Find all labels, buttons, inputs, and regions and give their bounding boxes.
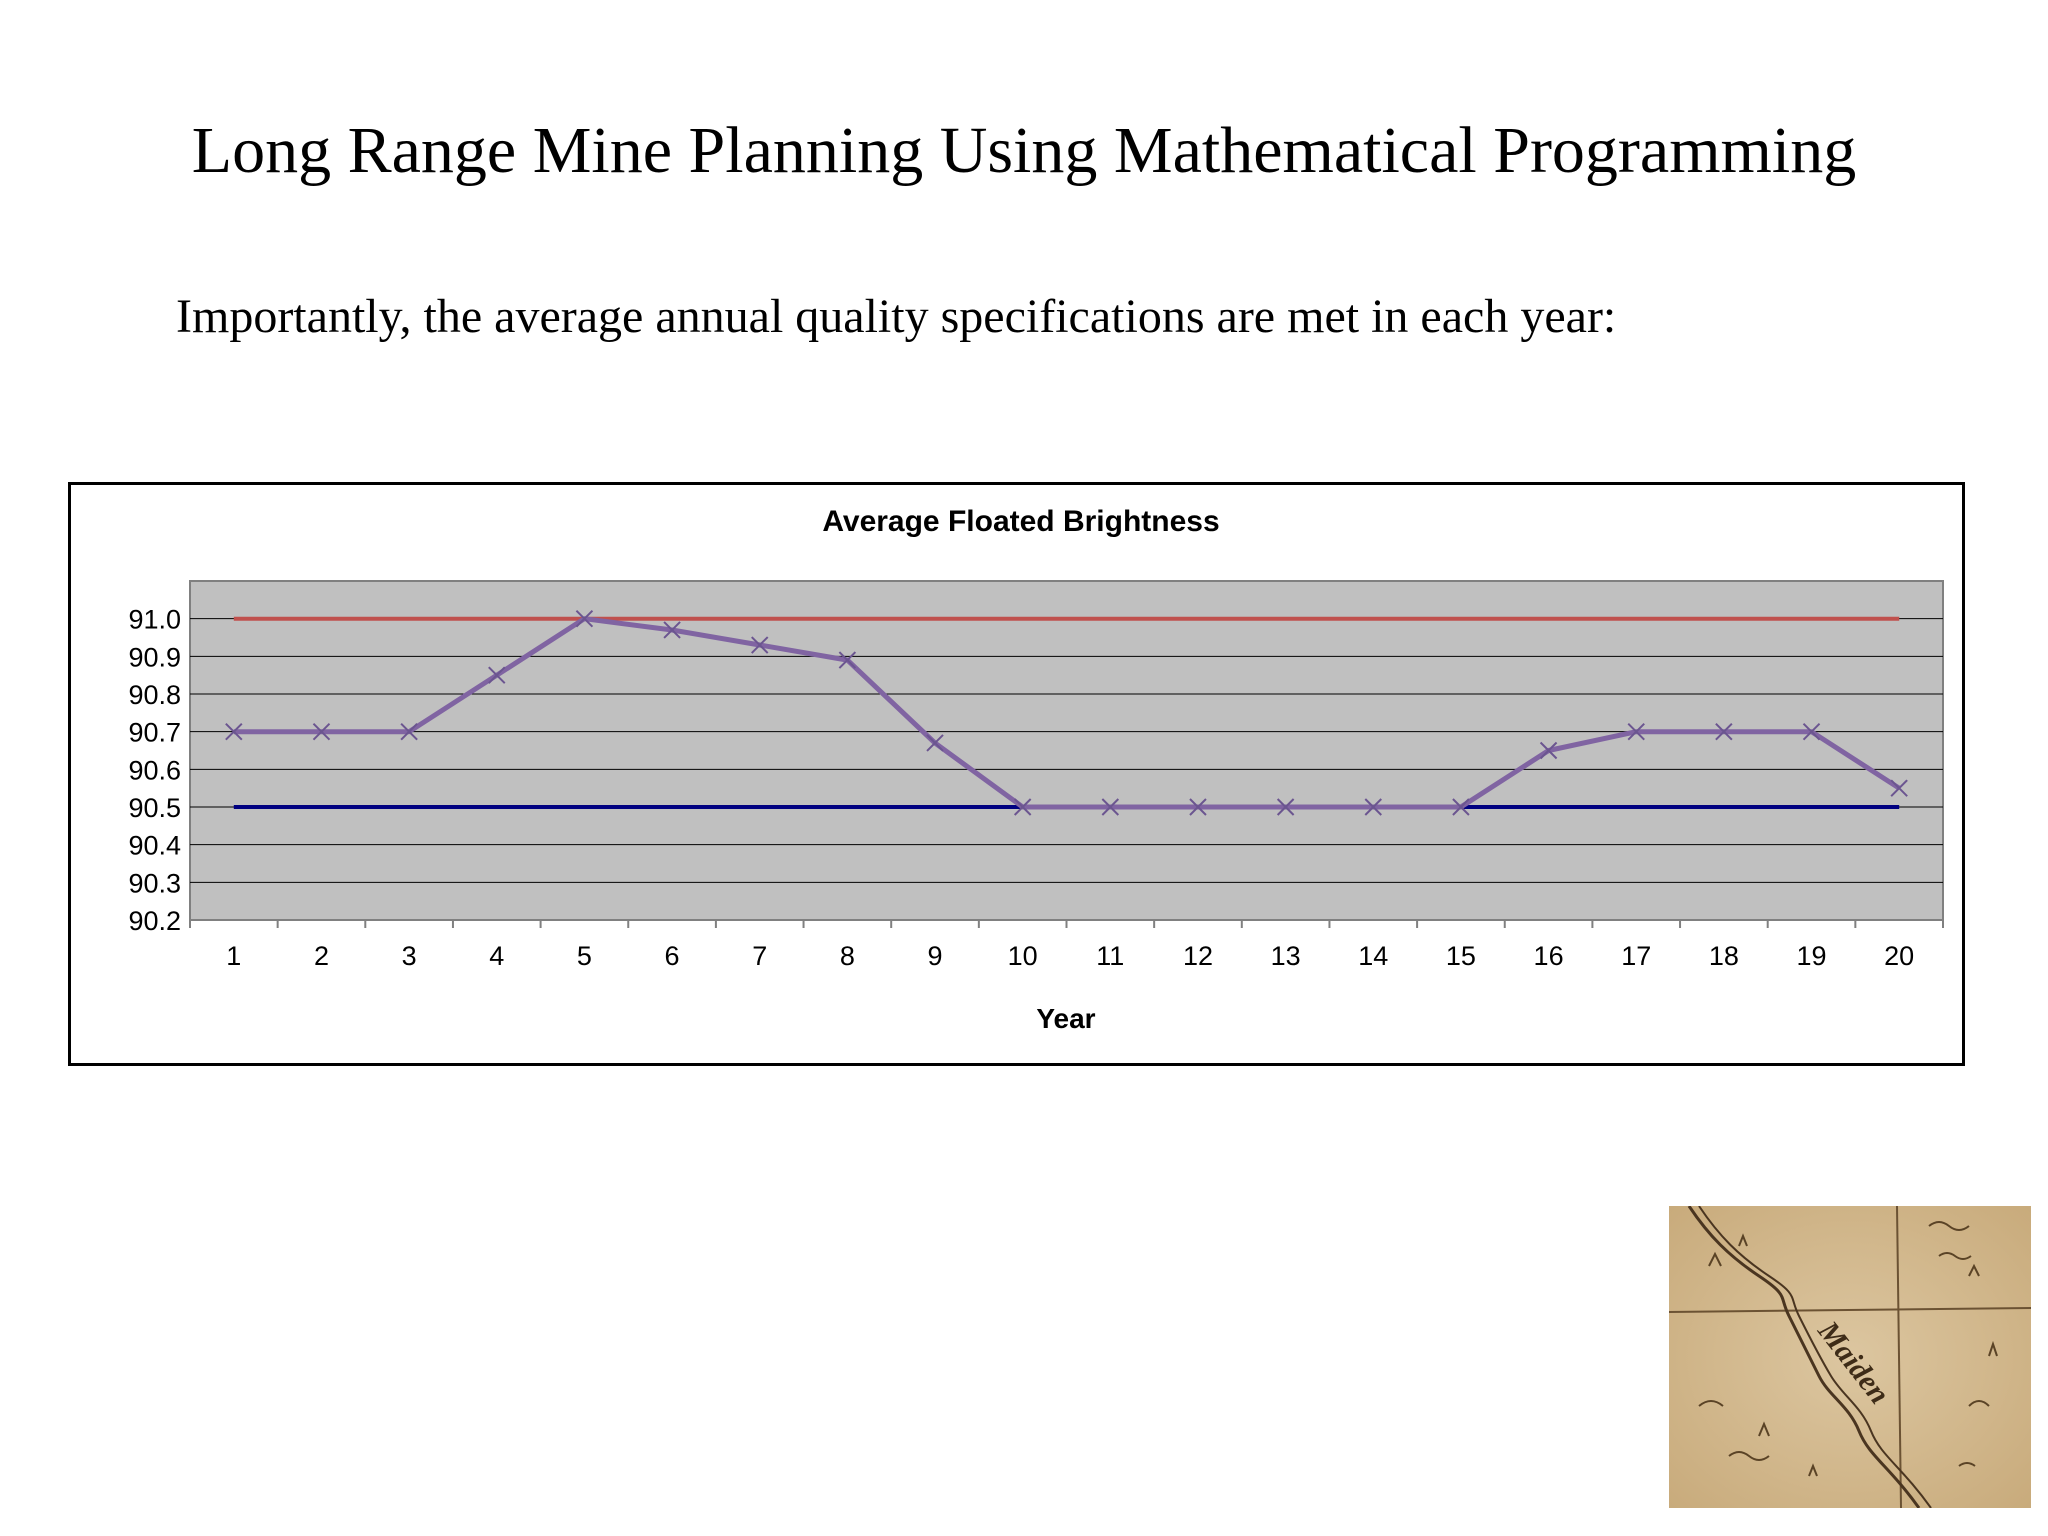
historic-map-image: Maiden (1669, 1206, 2031, 1508)
x-tick-label: 10 (1008, 941, 1038, 971)
x-tick-label: 13 (1271, 941, 1301, 971)
series-lines (225, 609, 1908, 816)
x-tick-label: 15 (1446, 941, 1476, 971)
x-tick-label: 11 (1096, 941, 1124, 971)
data-point-marker (225, 722, 243, 741)
x-tick-label: 5 (577, 941, 592, 971)
chart-title: Average Floated Brightness (822, 505, 1219, 538)
data-point-marker (488, 666, 506, 684)
data-point-marker (838, 651, 857, 669)
x-tick-label: 19 (1797, 941, 1827, 971)
y-tick-label: 91.0 (128, 605, 181, 635)
x-tick-label: 9 (928, 941, 943, 971)
data-point-marker (1715, 722, 1733, 741)
x-tick-label: 1 (226, 941, 241, 971)
data-point-marker (663, 621, 681, 639)
data-point-marker (1802, 722, 1821, 741)
data-point-marker (926, 734, 944, 752)
slide-subtitle: Importantly, the average annual quality … (176, 290, 1617, 343)
y-tick-label: 90.7 (128, 718, 181, 748)
data-point-marker (400, 722, 418, 741)
data-point-marker (1627, 722, 1645, 741)
y-tick-label: 90.3 (128, 868, 181, 898)
x-axis-label: Year (1036, 1003, 1095, 1034)
data-point-marker (1276, 798, 1295, 816)
y-tick-label: 90.2 (128, 906, 181, 936)
series-line-brightness (233, 616, 1901, 810)
x-tick-label: 7 (752, 941, 767, 971)
data-point-marker (575, 609, 594, 628)
x-tick-label: 2 (314, 941, 329, 971)
x-tick-label: 14 (1358, 941, 1388, 971)
x-tick-label: 17 (1621, 941, 1651, 971)
x-tick-label: 12 (1183, 941, 1213, 971)
axes (189, 919, 1944, 928)
y-tick-label: 90.4 (128, 831, 181, 861)
data-point-marker (1890, 779, 1908, 797)
map-thumbnail: Maiden (1669, 1206, 2031, 1508)
x-tick-label: 3 (402, 941, 417, 971)
data-point-marker (1013, 798, 1032, 816)
data-point-marker (1189, 798, 1207, 816)
y-tick-label: 90.8 (128, 680, 181, 710)
x-tick-labels: 1 2 3 4 5 6 7 8 9 10 11 12 13 14 15 16 17 18 19 20 (226, 941, 1914, 971)
x-tick-label: 20 (1884, 941, 1914, 971)
y-tick-label: 90.9 (128, 642, 181, 672)
data-point-marker (1452, 798, 1470, 816)
y-tick-label: 90.6 (128, 755, 181, 785)
x-tick-label: 18 (1709, 941, 1739, 971)
x-tick-label: 8 (840, 941, 855, 971)
brightness-chart: Average Floated Brightness 91.090.990.89… (128, 505, 1944, 1034)
data-point-marker (1539, 741, 1558, 760)
y-tick-label: 90.5 (128, 793, 181, 823)
data-point-marker (1101, 798, 1120, 816)
slide-title: Long Range Mine Planning Using Mathemati… (191, 114, 1857, 187)
plot-area (189, 580, 1944, 921)
x-tick-label: 6 (665, 941, 680, 971)
x-tick-label: 16 (1534, 941, 1564, 971)
x-tick-label: 4 (489, 941, 504, 971)
chart-frame: Average Floated Brightness 91.0 90.9 90.8 9… (68, 482, 1965, 1066)
data-point-marker (1364, 798, 1382, 816)
y-tick-labels: 91.0 90.9 90.8 90.7 90.6 90.5 90.4 90.3 90.2 (128, 605, 181, 936)
data-point-marker (312, 722, 331, 741)
data-point-marker (751, 636, 769, 654)
